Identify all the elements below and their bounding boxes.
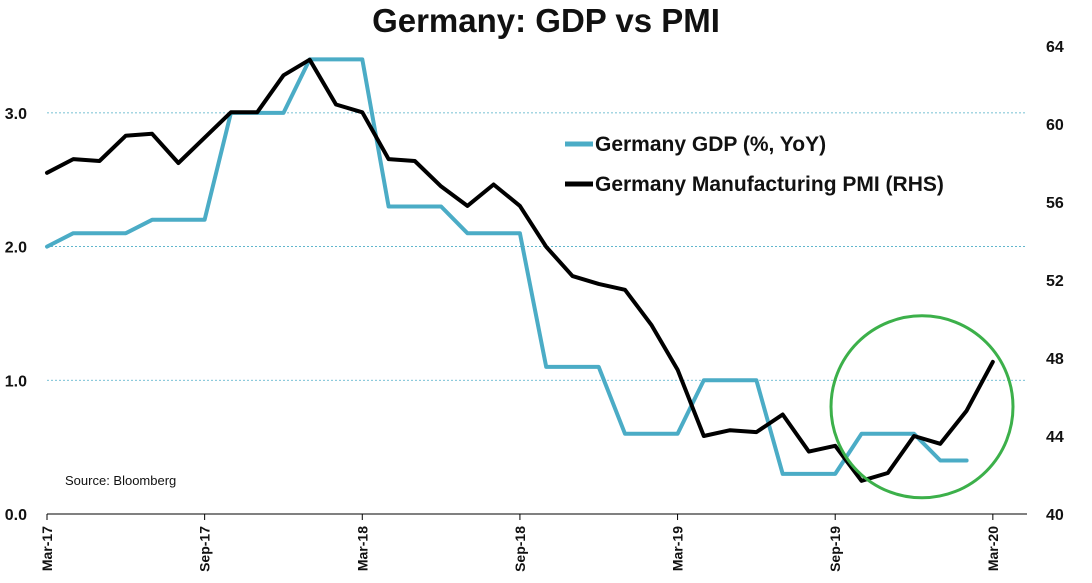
right-axis-tick-label: 44 (1046, 429, 1064, 446)
right-axis-tick-label: 40 (1046, 507, 1064, 524)
chart-title: Germany: GDP vs PMI (372, 2, 720, 39)
x-axis-tick-label: Sep-18 (512, 526, 528, 572)
legend-label-pmi: Germany Manufacturing PMI (RHS) (595, 173, 944, 196)
right-axis-tick-label: 64 (1046, 39, 1064, 56)
x-axis-tick-label: Mar-17 (39, 526, 55, 571)
right-axis-tick-label: 48 (1046, 351, 1064, 368)
axis-layer: 0.0 1.0 2.0 3.0 40 44 48 52 56 60 64 Mar-17 Sep-17 Ma… (5, 39, 1064, 572)
legend: Germany GDP (%, YoY) Germany Manufacturi… (565, 133, 944, 196)
right-axis-tick-label: 52 (1046, 273, 1064, 290)
x-axis-tick-label: Mar-20 (985, 526, 1001, 571)
right-axis-tick-label: 60 (1046, 117, 1064, 134)
series-layer (45, 57, 995, 483)
x-axis-tick-label: Mar-19 (670, 526, 686, 571)
right-axis-tick-label: 56 (1046, 195, 1064, 212)
source-note: Source: Bloomberg (65, 473, 176, 488)
left-axis-tick-label: 3.0 (5, 106, 27, 123)
left-axis-tick-label: 2.0 (5, 240, 27, 257)
left-axis-tick-label: 1.0 (5, 373, 27, 390)
pmi-line (45, 57, 995, 483)
left-axis-tick-label: 0.0 (5, 507, 27, 524)
gdp-line (45, 57, 969, 476)
legend-label-gdp: Germany GDP (%, YoY) (595, 133, 826, 156)
x-axis-tick-label: Sep-19 (827, 526, 843, 572)
x-axis-tick-label: Sep-17 (197, 526, 213, 572)
grid-layer (47, 112, 1027, 381)
highlight-circle (829, 314, 1015, 500)
x-axis-tick-label: Mar-18 (354, 526, 370, 571)
annotation-layer (829, 314, 1015, 500)
